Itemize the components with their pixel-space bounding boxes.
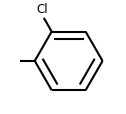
Text: Cl: Cl [37,3,49,16]
